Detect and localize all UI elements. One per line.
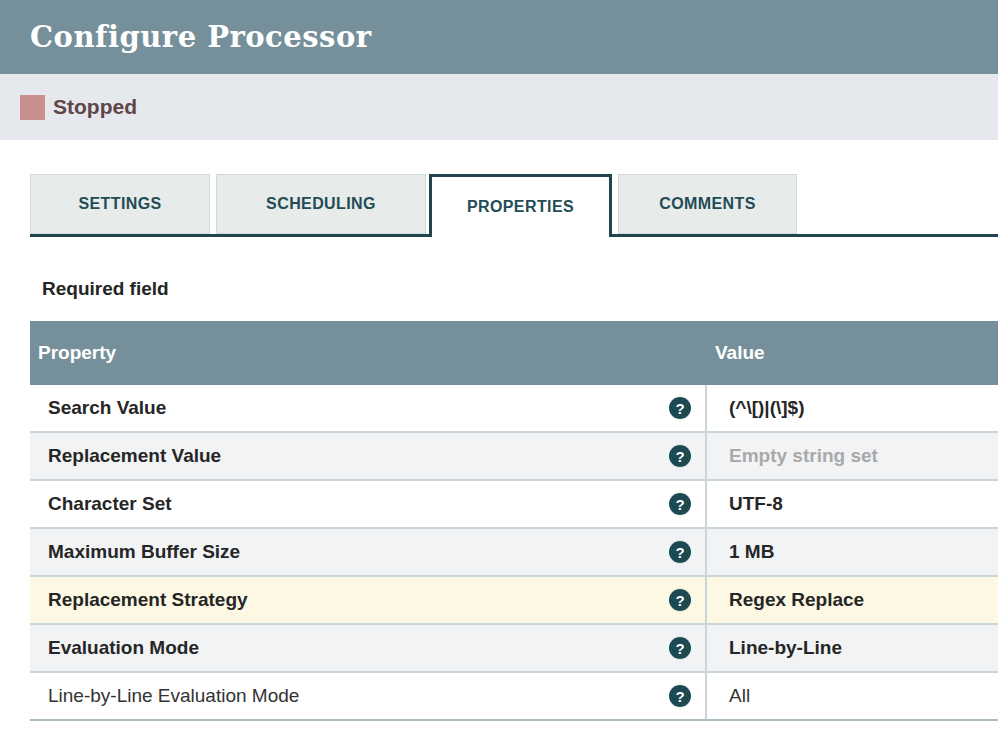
help-icon[interactable]: ? <box>669 445 691 467</box>
help-icon[interactable]: ? <box>669 397 691 419</box>
property-value: (^\[)|(\]$) <box>729 397 805 419</box>
table-row-line-by-line-evaluation-mode[interactable]: Line-by-Line Evaluation Mode ? All <box>30 673 998 721</box>
property-name: Replacement Strategy <box>48 589 248 611</box>
property-value: Regex Replace <box>729 589 864 611</box>
property-value-cell[interactable]: (^\[)|(\]$) <box>705 385 998 431</box>
dialog-title: Configure Processor <box>30 20 372 54</box>
tab-scheduling[interactable]: SCHEDULING <box>216 174 426 234</box>
property-name: Replacement Value <box>48 445 221 467</box>
property-value: All <box>729 685 750 707</box>
property-value: UTF-8 <box>729 493 783 515</box>
stopped-status-icon <box>20 95 45 120</box>
table-row-maximum-buffer-size[interactable]: Maximum Buffer Size ? 1 MB <box>30 529 998 577</box>
property-name: Maximum Buffer Size <box>48 541 240 563</box>
help-icon[interactable]: ? <box>669 541 691 563</box>
property-value-cell[interactable]: Empty string set <box>705 433 998 479</box>
property-value-cell[interactable]: All <box>705 673 998 719</box>
property-value-cell[interactable]: Regex Replace <box>705 577 998 623</box>
required-field-note: Required field <box>42 278 998 300</box>
table-row-search-value[interactable]: Search Value ? (^\[)|(\]$) <box>30 385 998 433</box>
property-value-cell[interactable]: 1 MB <box>705 529 998 575</box>
property-name: Line-by-Line Evaluation Mode <box>48 685 299 707</box>
property-name: Evaluation Mode <box>48 637 199 659</box>
tab-properties[interactable]: PROPERTIES <box>429 174 612 237</box>
status-label: Stopped <box>53 95 137 119</box>
dialog-titlebar: Configure Processor <box>0 0 998 74</box>
table-row-replacement-value[interactable]: Replacement Value ? Empty string set <box>30 433 998 481</box>
table-row-character-set[interactable]: Character Set ? UTF-8 <box>30 481 998 529</box>
processor-status-bar: Stopped <box>0 74 998 140</box>
help-icon[interactable]: ? <box>669 685 691 707</box>
property-value-cell[interactable]: Line-by-Line <box>705 625 998 671</box>
help-icon[interactable]: ? <box>669 493 691 515</box>
column-header-property: Property <box>30 342 705 364</box>
table-header-row: Property Value <box>30 321 998 385</box>
properties-table: Property Value Search Value ? (^\[)|(\]$… <box>30 321 998 721</box>
property-value: 1 MB <box>729 541 774 563</box>
tab-settings[interactable]: SETTINGS <box>30 174 210 234</box>
help-icon[interactable]: ? <box>669 637 691 659</box>
column-header-value: Value <box>705 342 998 364</box>
property-value: Line-by-Line <box>729 637 842 659</box>
property-name: Search Value <box>48 397 166 419</box>
dialog-tabbar: SETTINGS SCHEDULING PROPERTIES COMMENTS <box>30 174 998 237</box>
property-value-cell[interactable]: UTF-8 <box>705 481 998 527</box>
property-name: Character Set <box>48 493 172 515</box>
table-row-replacement-strategy[interactable]: Replacement Strategy ? Regex Replace <box>30 577 998 625</box>
help-icon[interactable]: ? <box>669 589 691 611</box>
tab-comments[interactable]: COMMENTS <box>618 174 797 234</box>
table-row-evaluation-mode[interactable]: Evaluation Mode ? Line-by-Line <box>30 625 998 673</box>
property-value: Empty string set <box>729 445 878 467</box>
